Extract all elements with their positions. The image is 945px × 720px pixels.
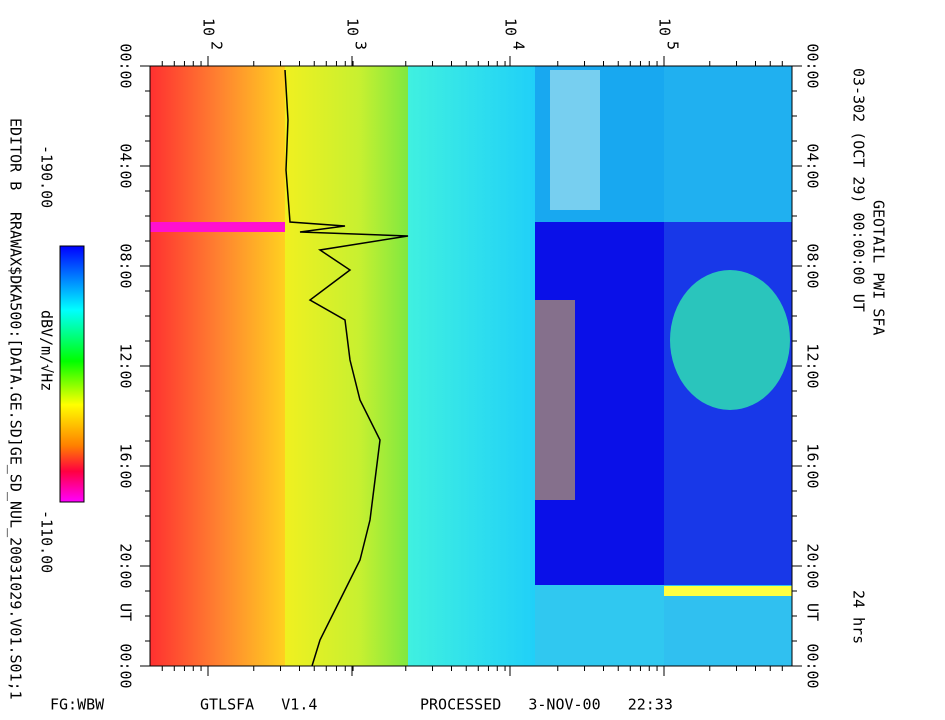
frequency-exponent: 5 [664, 41, 682, 50]
time-labels-right: 00:00 04:00 08:00 12:00 16:00 20:00 00:00 UT [804, 43, 822, 688]
colorbar-max: -110.00 [38, 510, 56, 573]
frequency-labels: 10 2 10 3 10 4 10 5 [200, 18, 682, 50]
time-label: 00:00 [804, 43, 822, 88]
frequency-base: 10 [200, 18, 218, 36]
time-label: 08:00 [804, 243, 822, 288]
spectrogram [149, 65, 793, 667]
footer-program: GTLSFA V1.4 [200, 696, 317, 714]
frequency-base: 10 [502, 18, 520, 36]
frequency-label: 10 3 [344, 18, 370, 50]
frequency-label: 10 2 [200, 18, 226, 50]
time-label: 04:00 [804, 143, 822, 188]
time-zone: UT [804, 603, 822, 621]
time-label: 20:00 [117, 543, 135, 588]
frequency-label: 10 5 [656, 18, 682, 50]
file-path: RRAWAX$DKA500:[DATA.GE.SD]GE_SD_NUL_2003… [7, 212, 25, 700]
time-label: 12:00 [804, 343, 822, 388]
time-label: 00:00 [804, 643, 822, 688]
time-label: 16:00 [804, 443, 822, 488]
footer-mode: FG:WBW [50, 696, 105, 714]
time-label: 00:00 [117, 643, 135, 688]
frequency-exponent: 4 [510, 41, 528, 50]
colorbar-min: -190.00 [38, 145, 56, 208]
subtitle: 03-302 (OCT 29) 00:00:00 UT [850, 68, 868, 312]
editor: EDITOR B [7, 118, 25, 190]
frequency-exponent: 2 [208, 41, 226, 50]
time-label: 04:00 [117, 143, 135, 188]
frequency-base: 10 [656, 18, 674, 36]
frequency-label: 10 4 [502, 18, 528, 50]
time-label: 16:00 [117, 443, 135, 488]
frequency-exponent: 3 [352, 41, 370, 50]
colorbar-unit: dBV/m/√Hz [38, 310, 56, 391]
colorbar [59, 245, 85, 503]
time-label: 12:00 [117, 343, 135, 388]
time-label: 08:00 [117, 243, 135, 288]
time-label: 00:00 [117, 43, 135, 88]
time-labels-left: 00:00 04:00 08:00 12:00 16:00 20:00 00:00 UT [117, 43, 135, 688]
time-label: 20:00 [804, 543, 822, 588]
frequency-base: 10 [344, 18, 362, 36]
time-zone: UT [117, 603, 135, 621]
duration: 24 hrs [850, 590, 868, 644]
footer-processed: PROCESSED 3-NOV-00 22:33 [420, 696, 673, 714]
title: GEOTAIL PWI SFA [870, 200, 888, 335]
axis-ticks [140, 56, 802, 676]
